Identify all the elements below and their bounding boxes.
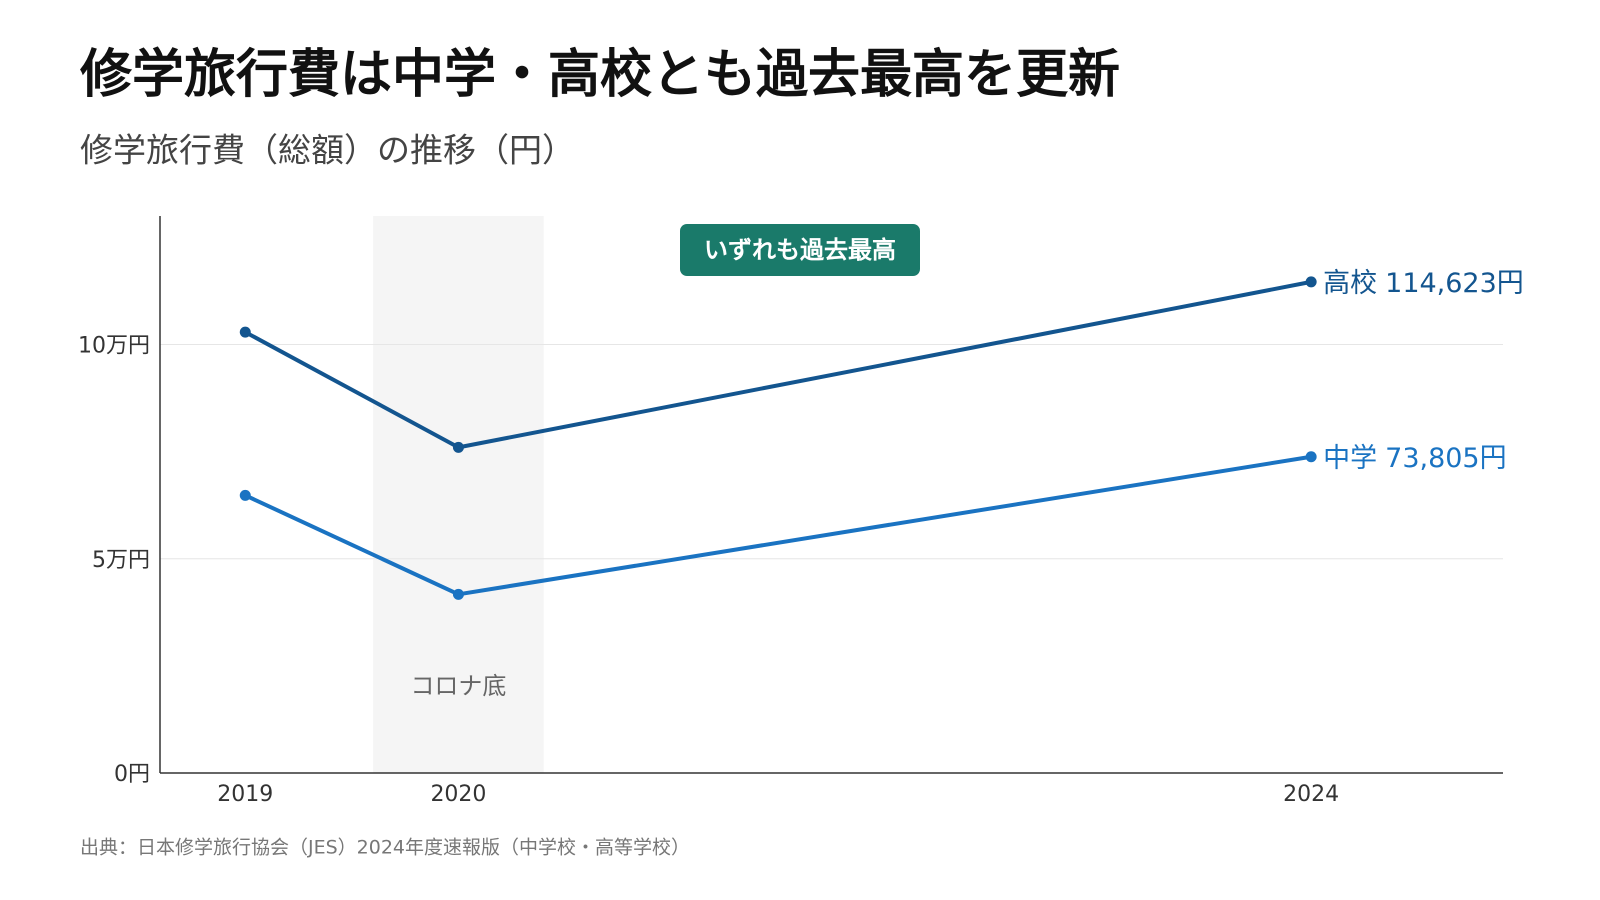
source: 出典：日本修学旅行協会（JES）2024年度速報版（中学校・高等学校） bbox=[80, 837, 690, 859]
chart-title: 修学旅行費は中学・高校とも過去最高を更新 bbox=[80, 45, 1120, 105]
chart-subtitle: 修学旅行費（総額）の推移（円） bbox=[80, 131, 575, 170]
x-tick-label: 2020 bbox=[430, 782, 486, 807]
data-point bbox=[452, 588, 464, 600]
value-label: 73,805円 bbox=[1385, 442, 1506, 473]
x-tick-label: 2024 bbox=[1283, 782, 1339, 807]
end-label: 高校 114,623円 bbox=[1323, 267, 1524, 298]
data-point bbox=[1305, 451, 1317, 463]
data-point bbox=[452, 441, 464, 453]
shade-region bbox=[373, 216, 544, 773]
value-label: 114,623円 bbox=[1385, 267, 1524, 298]
shade-label: コロナ底 bbox=[410, 672, 506, 700]
end-label: 中学 73,805円 bbox=[1323, 442, 1506, 473]
annotation-box bbox=[680, 224, 920, 276]
x-tick-label: 2019 bbox=[217, 782, 273, 807]
y-tick-label: 10万円 bbox=[78, 334, 150, 359]
y-tick-label: 5万円 bbox=[92, 548, 150, 573]
data-point bbox=[1305, 276, 1317, 288]
data-point bbox=[239, 326, 251, 338]
data-point bbox=[239, 489, 251, 501]
legend-label: 中学 bbox=[1323, 442, 1377, 473]
annotation: いずれも過去最高 bbox=[680, 224, 920, 276]
y-tick-label: 0円 bbox=[114, 762, 150, 787]
legend-label: 高校 bbox=[1323, 267, 1377, 298]
annotation-text: いずれも過去最高 bbox=[704, 236, 896, 264]
